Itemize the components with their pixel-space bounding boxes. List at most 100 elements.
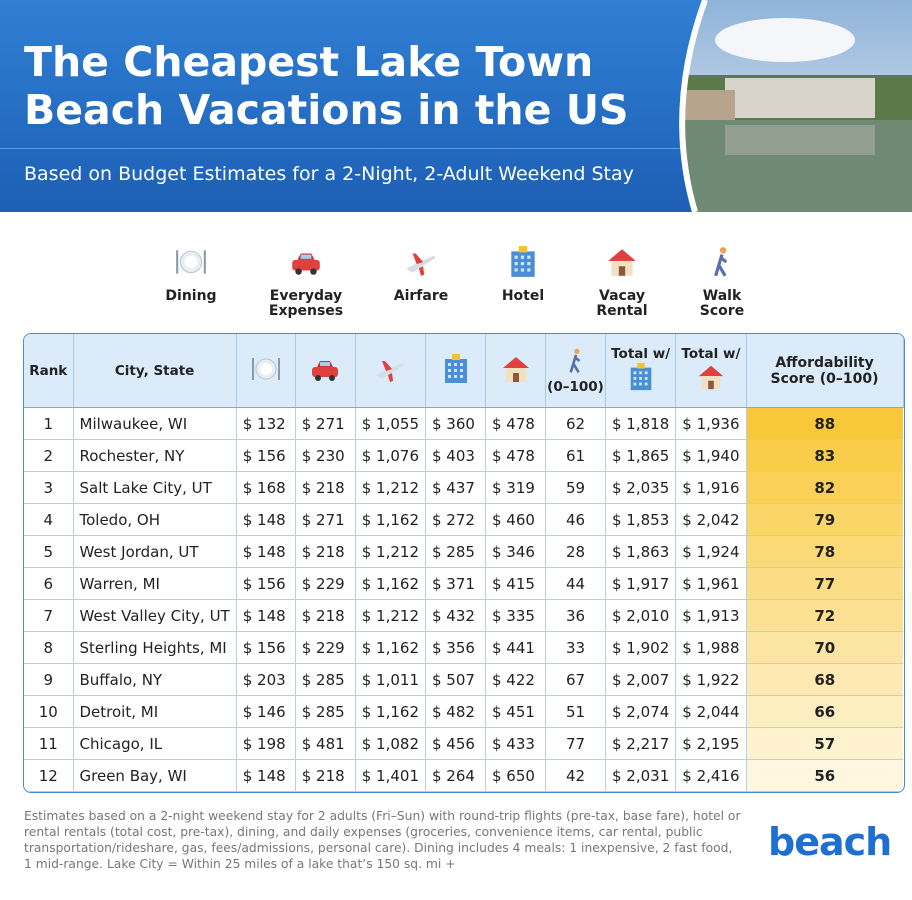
table-cell: 42 [545,759,606,792]
table-cell: $ 2,074 [605,695,677,728]
table-cell: Rochester, NY [73,439,237,472]
table-cell: 4 [24,503,74,536]
header-text: Rank [29,362,68,379]
column-header [485,334,546,408]
table-cell: $ 148 [236,535,296,568]
header-text: Affordability Score (0–100) [770,354,879,387]
column-header: Total w/ [675,334,747,408]
table-cell: $ 2,007 [605,663,677,696]
table-cell: $ 1,076 [355,439,427,472]
table-cell: 12 [24,759,74,792]
table-cell: $ 1,924 [675,535,747,568]
table-cell: $ 148 [236,503,296,536]
table-cell: $ 1,212 [355,535,427,568]
table-cell: 36 [545,599,606,632]
table-cell: 44 [545,567,606,600]
column-header: (0–100) [545,334,606,408]
table-cell: $ 229 [295,567,356,600]
table-cell: $ 156 [236,631,296,664]
table-cell: $ 1,922 [675,663,747,696]
table-cell: $ 218 [295,535,356,568]
table-cell: $ 1,961 [675,567,747,600]
table-cell: $ 1,011 [355,663,427,696]
table-cell: $ 285 [425,535,486,568]
table-cell: $ 132 [236,407,296,440]
legend-label: Walk Score [699,288,745,319]
icon-walk [714,247,728,277]
table-cell: West Valley City, UT [73,599,237,632]
table-cell: $ 335 [485,599,546,632]
table-cell: $ 356 [425,631,486,664]
table-cell: $ 422 [485,663,546,696]
icon-plane [406,253,436,276]
column-header: Rank [24,334,74,408]
table-cell: $ 507 [425,663,486,696]
table-cell: $ 433 [485,727,546,760]
table-cell: $ 230 [295,439,356,472]
table-cell: $ 148 [236,759,296,792]
table-cell: $ 218 [295,599,356,632]
score-cell: 70 [746,631,904,664]
table-cell: $ 218 [295,759,356,792]
table-row: 7 West Valley City, UT $ 148 $ 218 $ 1,212 $ … [24,599,904,632]
column-header [425,334,486,408]
icon-car [312,360,339,381]
table-cell: $ 2,042 [675,503,747,536]
header-text: City, State [114,362,195,379]
table-cell: $ 1,902 [605,631,677,664]
table-cell: $ 1,865 [605,439,677,472]
column-header: City, State [73,334,237,408]
legend-item: Hotel [473,245,573,304]
legend-item: Everyday Expenses [256,245,356,319]
table-cell: $ 1,988 [675,631,747,664]
table-cell: 7 [24,599,74,632]
table-cell: 62 [545,407,606,440]
brand-logo: beach [768,820,892,864]
icon-house [608,249,636,276]
table-cell: 67 [545,663,606,696]
table-row: 6 Warren, MI $ 156 $ 229 $ 1,162 $ 371 $ 415 44… [24,567,904,600]
icon-house [698,365,724,389]
table-cell: $ 346 [485,535,546,568]
table-cell: Toledo, OH [73,503,237,536]
table-cell: $ 478 [485,407,546,440]
table-cell: $ 1,082 [355,727,427,760]
table-cell: $ 1,863 [605,535,677,568]
icon-plane [376,360,405,382]
table-cell: $ 1,913 [675,599,747,632]
table-cell: $ 481 [295,727,356,760]
table-cell: $ 650 [485,759,546,792]
table-cell: $ 371 [425,567,486,600]
table-row: 3 Salt Lake City, UT $ 168 $ 218 $ 1,212 $ 43… [24,471,904,504]
table-cell: Green Bay, WI [73,759,237,792]
table-cell: $ 2,035 [605,471,677,504]
column-header: Affordability Score (0–100) [746,334,904,408]
table-row: 4 Toledo, OH $ 148 $ 271 $ 1,162 $ 272 $ 460 46… [24,503,904,536]
legend-item: Walk Score [672,245,772,319]
table-cell: $ 168 [236,471,296,504]
table-cell: 28 [545,535,606,568]
table-cell: 61 [545,439,606,472]
table-cell: Buffalo, NY [73,663,237,696]
table-row: 10 Detroit, MI $ 146 $ 285 $ 1,162 $ 482 $ 451… [24,695,904,728]
footnote: Estimates based on a 2-night weekend sta… [24,809,741,871]
table-cell: $ 482 [425,695,486,728]
icon-hotel [511,246,535,277]
table-cell: West Jordan, UT [73,535,237,568]
column-header [236,334,296,408]
table-cell: Detroit, MI [73,695,237,728]
icon-dining [251,357,280,380]
table-cell: $ 271 [295,503,356,536]
header-text: Total w/ [681,345,741,362]
table-cell: $ 285 [295,695,356,728]
table-cell: 11 [24,727,74,760]
table-cell: 3 [24,471,74,504]
legend-item: Vacay Rental [572,245,672,319]
table-cell: $ 1,162 [355,631,427,664]
table-cell: 51 [545,695,606,728]
table-cell: $ 2,010 [605,599,677,632]
score-cell: 68 [746,663,904,696]
table-cell: 77 [545,727,606,760]
table-cell: $ 146 [236,695,296,728]
